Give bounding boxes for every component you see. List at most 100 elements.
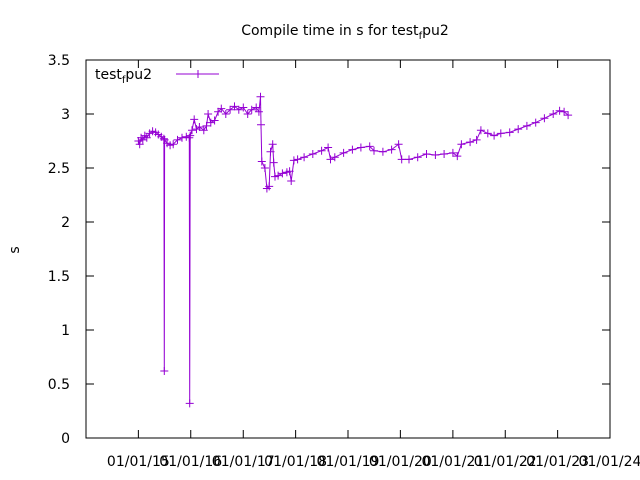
data-point-marker [522, 121, 531, 130]
legend-label-sub: f [122, 75, 126, 86]
data-point-marker [214, 107, 223, 116]
x-tick-label: 01/01/20 [369, 454, 432, 470]
data-point-marker [265, 182, 274, 191]
data-point-marker [204, 110, 213, 118]
chart-title: Compile time in s for testfpu2 [241, 23, 449, 42]
data-point-marker [257, 157, 266, 166]
data-point-marker [514, 125, 523, 134]
x-tick-label: 01/01/16 [159, 454, 222, 470]
data-point-marker [422, 150, 431, 158]
data-point-marker [540, 114, 549, 123]
data-point-marker [549, 110, 558, 118]
data-point-marker [324, 143, 333, 152]
data-point-marker [178, 133, 186, 142]
data-point-marker [247, 105, 256, 114]
data-point-marker [221, 110, 230, 118]
legend-label: testfpu2 [95, 67, 152, 86]
data-point-marker [564, 111, 573, 120]
y-tick-label: 0 [61, 431, 70, 447]
data-point-marker [135, 140, 144, 149]
data-point-marker [230, 102, 239, 111]
data-point-marker [370, 146, 378, 155]
x-tick-label: 01/01/24 [579, 454, 640, 470]
data-point-marker [356, 143, 365, 152]
y-tick-label: 1.5 [48, 269, 70, 285]
y-tick-label: 0.5 [48, 377, 70, 393]
data-point-marker [293, 155, 302, 164]
legend-label-main: test [95, 67, 122, 83]
data-point-marker [476, 126, 485, 135]
x-tick-label: 01/01/19 [317, 454, 380, 470]
data-point-marker [289, 156, 298, 165]
y-axis-ticks: 0 0.5 1 1.5 2 2.5 3 3.5 [48, 53, 610, 447]
data-point-marker [440, 150, 449, 158]
data-point-marker [387, 145, 396, 154]
data-point-marker [195, 123, 204, 131]
series-line [137, 96, 569, 404]
data-point-marker [252, 103, 261, 112]
x-tick-label: 01/01/21 [421, 454, 484, 470]
data-point-marker [555, 106, 564, 115]
data-point-marker [257, 120, 265, 129]
data-point-marker [397, 155, 406, 164]
data-point-marker [448, 148, 457, 157]
data-point-marker [188, 126, 196, 135]
data-point-marker [308, 150, 317, 158]
legend-swatch-marker [194, 70, 202, 78]
data-point-marker [278, 169, 287, 178]
data-point-marker [348, 145, 357, 154]
x-tick-label: 01/01/15 [107, 454, 170, 470]
data-point-marker [260, 164, 269, 172]
data-point-marker [405, 155, 413, 164]
data-point-marker [457, 140, 466, 149]
y-tick-label: 3 [61, 107, 70, 123]
data-point-marker [505, 128, 514, 137]
x-tick-label: 01/01/22 [474, 454, 537, 470]
data-point-marker [431, 151, 440, 159]
data-point-marker [234, 105, 243, 114]
data-point-marker [186, 131, 195, 140]
data-point-marker [326, 155, 335, 164]
legend: testfpu2 [95, 67, 219, 86]
data-point-marker [159, 134, 168, 143]
data-point-marker [496, 129, 505, 138]
series-layer [134, 92, 573, 408]
chart-title-sub: f [419, 31, 423, 42]
data-point-marker [378, 147, 387, 156]
data-point-marker [274, 171, 283, 180]
chart-title-tail: pu2 [422, 23, 449, 39]
data-point-marker [317, 146, 326, 155]
data-point-marker [142, 133, 151, 142]
data-point-marker [217, 104, 226, 113]
data-point-marker [483, 129, 492, 138]
x-tick-label: 01/01/17 [212, 454, 275, 470]
data-point-marker [330, 153, 339, 162]
data-point-marker [206, 118, 215, 127]
data-point-marker [269, 158, 278, 167]
data-point-marker [287, 177, 296, 185]
data-point-marker [266, 147, 275, 156]
data-point-marker [169, 140, 178, 149]
y-tick-label: 2.5 [48, 161, 70, 177]
data-point-marker [226, 105, 235, 114]
data-point-marker [365, 142, 374, 151]
y-tick-label: 3.5 [48, 53, 70, 69]
data-point-marker [300, 153, 309, 162]
data-point-marker [531, 118, 540, 127]
data-point-marker [185, 399, 194, 408]
data-point-marker [190, 115, 199, 124]
data-point-marker [256, 92, 265, 101]
data-point-marker [202, 121, 211, 130]
y-axis-label: s [7, 246, 23, 253]
data-point-marker [268, 140, 277, 149]
data-point-marker [339, 148, 348, 157]
data-point-marker [560, 107, 569, 116]
data-point-marker [490, 131, 499, 140]
y-tick-label: 1 [61, 323, 70, 339]
data-point-marker [394, 140, 403, 149]
data-point-marker [160, 367, 169, 375]
y-tick-label: 2 [61, 215, 70, 231]
data-point-marker [413, 153, 422, 162]
data-point-marker [199, 126, 208, 135]
data-point-marker [285, 167, 294, 176]
